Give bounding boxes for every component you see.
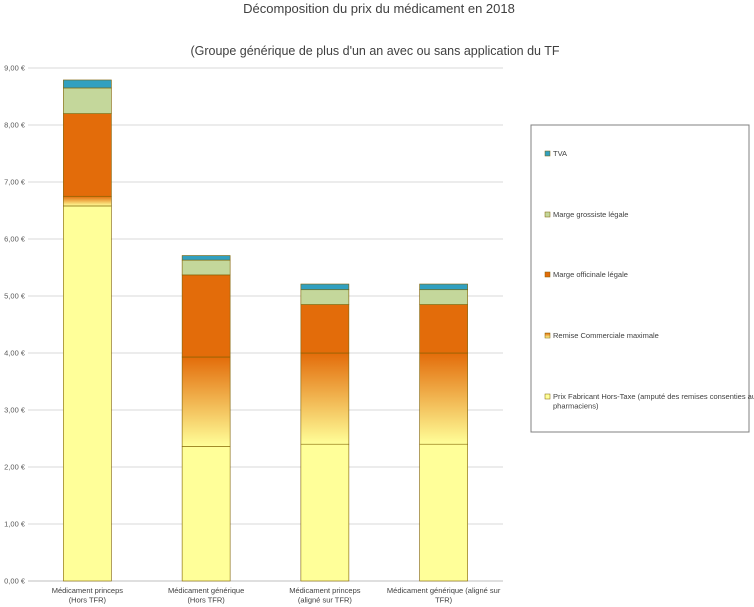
bar-segment [300, 283, 350, 291]
legend-swatch [544, 150, 551, 157]
legend-label: Marge officinale légale [553, 270, 628, 279]
x-category-label: Médicament générique (aligné sur [387, 586, 501, 595]
bars [63, 79, 468, 582]
bar-segment [300, 352, 350, 445]
legend-label: Marge grossiste légale [553, 210, 628, 219]
y-tick-label: 2,00 € [4, 463, 26, 472]
bar-segment [181, 446, 231, 582]
bar-segment [63, 79, 112, 89]
x-category-label: (Hors TFR) [69, 596, 107, 605]
legend: TVA Marge grossiste légale Marge officinal… [544, 149, 754, 411]
bar-segment [181, 274, 231, 358]
bar-segment [419, 283, 468, 291]
y-axis-ticks: 0,00 € 1,00 € 2,00 € 3,00 € 4,00 € 5,00 € 6,00… [4, 64, 26, 586]
legend-swatch [544, 332, 551, 339]
x-category-label: Médicament princeps [52, 586, 124, 595]
bar-segment [300, 443, 350, 582]
bar-segment [419, 443, 468, 582]
x-axis-categories: Médicament princeps(Hors TFR)Médicament … [52, 586, 501, 605]
bar-segment [181, 255, 231, 261]
bar-segment [63, 195, 112, 207]
chart-title: Décomposition du prix du médicament en 2… [243, 1, 515, 16]
legend-label: Remise Commerciale maximale [553, 331, 659, 340]
bar-segment [300, 289, 350, 305]
legend-swatch [544, 271, 551, 278]
y-tick-label: 5,00 € [4, 292, 26, 301]
y-tick-label: 9,00 € [4, 64, 26, 73]
bar-segment [181, 259, 231, 276]
bar-segment [181, 356, 231, 447]
chart-subtitle: (Groupe générique de plus d'un an avec o… [190, 44, 559, 58]
legend-box [530, 124, 750, 433]
legend-label: TVA [553, 149, 567, 158]
legend-label: Prix Fabricant Hors-Taxe (amputé des rem… [553, 392, 754, 411]
x-category-label: (aligné sur TFR) [298, 596, 353, 605]
bar-segment [63, 113, 112, 197]
y-tick-label: 3,00 € [4, 406, 26, 415]
y-tick-label: 4,00 € [4, 349, 26, 358]
y-tick-label: 6,00 € [4, 235, 26, 244]
x-category-label: (Hors TFR) [187, 596, 225, 605]
y-tick-label: 7,00 € [4, 178, 26, 187]
bar-segment [300, 304, 350, 354]
bar-segment [419, 352, 468, 445]
x-category-label: TFR) [435, 596, 453, 605]
legend-swatch [544, 211, 551, 218]
bar-segment [63, 205, 112, 582]
y-tick-label: 8,00 € [4, 121, 26, 130]
x-category-label: Médicament princeps [289, 586, 361, 595]
y-tick-label: 1,00 € [4, 520, 26, 529]
x-category-label: Médicament générique [168, 586, 244, 595]
bar-segment [63, 87, 112, 114]
bar-segment [419, 289, 468, 305]
legend-swatch [544, 393, 551, 400]
bar-segment [419, 304, 468, 354]
y-tick-label: 0,00 € [4, 577, 26, 586]
